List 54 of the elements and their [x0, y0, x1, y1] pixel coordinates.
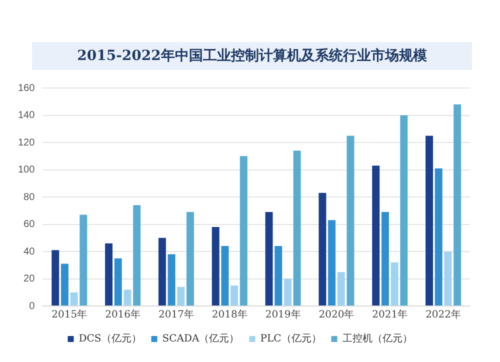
x-tick-label: 2016年	[105, 308, 141, 321]
bar	[390, 262, 398, 306]
y-tick-label: 100	[18, 164, 36, 176]
bar	[346, 136, 354, 306]
bar	[52, 250, 60, 306]
bar	[70, 292, 78, 306]
bar	[124, 290, 132, 306]
bar	[133, 205, 141, 306]
bar	[454, 104, 462, 306]
bar	[80, 214, 88, 306]
x-tick-label: 2021年	[372, 308, 408, 321]
bar	[328, 220, 336, 306]
legend-label: DCS（亿元）	[78, 334, 142, 345]
bar	[212, 226, 220, 306]
bar	[284, 278, 292, 306]
bar	[177, 286, 185, 306]
x-tick-label: 2017年	[158, 308, 194, 321]
bar	[265, 212, 273, 306]
y-tick-label: 120	[18, 137, 36, 148]
bar	[221, 246, 229, 306]
y-tick-label: 20	[24, 274, 36, 284]
bar	[186, 212, 194, 306]
x-tick-label: 2022年	[426, 308, 462, 321]
y-tick-label: 40	[24, 246, 36, 258]
bar	[400, 115, 408, 306]
bar	[337, 272, 345, 306]
bar	[114, 258, 122, 306]
bar	[372, 166, 380, 306]
bar	[434, 168, 442, 306]
x-tick-label: 2015年	[52, 308, 88, 321]
x-tick-label: 2018年	[212, 308, 248, 321]
legend-label: PLC（亿元）	[260, 334, 322, 345]
bar	[381, 212, 389, 306]
legend-label: 工控机（亿元）	[342, 332, 412, 345]
y-tick-label: 140	[18, 110, 36, 121]
bar	[444, 252, 452, 306]
y-tick-label: 0	[29, 300, 36, 312]
chart-title: 2015-2022年中国工业控制计算机及系统行业市场规模	[32, 42, 472, 70]
bar	[293, 150, 301, 306]
x-tick-label: 2019年	[265, 308, 301, 321]
bar	[318, 192, 326, 306]
y-tick-label: 160	[18, 82, 36, 94]
bar	[426, 136, 434, 306]
y-tick-label: 80	[24, 192, 36, 203]
x-tick-label: 2020年	[318, 308, 354, 321]
y-tick-label: 60	[24, 219, 36, 230]
bar	[168, 254, 176, 306]
bar	[230, 286, 238, 306]
bar	[240, 156, 248, 306]
bar	[60, 264, 68, 306]
bar	[158, 238, 166, 306]
legend-label: SCADA（亿元）	[162, 334, 240, 345]
bar	[105, 243, 113, 306]
bar	[274, 246, 282, 306]
